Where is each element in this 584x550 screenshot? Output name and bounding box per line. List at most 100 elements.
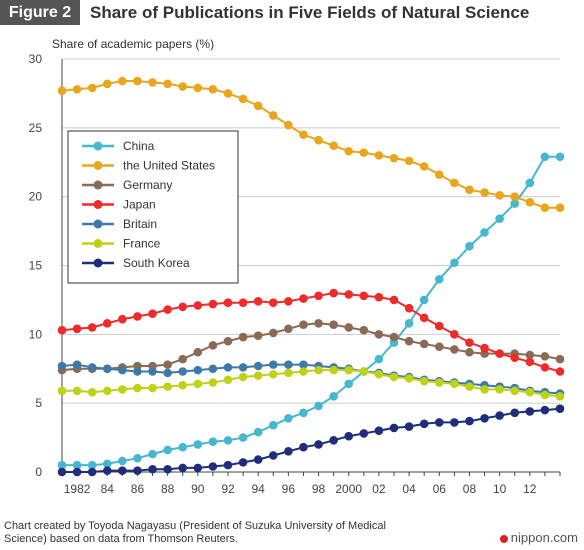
data-point xyxy=(253,427,263,437)
data-point xyxy=(434,418,444,427)
data-point xyxy=(208,341,218,350)
x-tick-label: 12 xyxy=(523,482,537,496)
data-point xyxy=(344,365,354,375)
data-point xyxy=(434,378,444,387)
legend-swatch-marker xyxy=(93,219,103,229)
data-point xyxy=(299,408,308,418)
legend-swatch-marker xyxy=(93,180,103,190)
series-line-3 xyxy=(61,291,561,373)
data-point xyxy=(540,152,550,162)
data-point xyxy=(404,319,414,328)
data-point xyxy=(419,339,429,349)
data-point xyxy=(102,319,112,328)
y-tick-label: 25 xyxy=(29,121,43,135)
data-point xyxy=(374,330,384,339)
data-point xyxy=(555,152,565,162)
data-point xyxy=(268,328,278,338)
data-point xyxy=(465,382,474,391)
data-point xyxy=(344,146,354,156)
data-point xyxy=(525,387,535,397)
data-point xyxy=(329,391,338,401)
data-point xyxy=(253,296,263,306)
data-point xyxy=(148,464,157,474)
data-point xyxy=(404,156,414,166)
data-point xyxy=(57,460,67,470)
data-point xyxy=(510,353,520,363)
brand-logo: nippon.com xyxy=(499,530,578,545)
data-point xyxy=(148,78,157,87)
data-point xyxy=(480,343,489,353)
data-point xyxy=(102,79,112,89)
data-point xyxy=(178,302,188,312)
data-point xyxy=(450,330,459,339)
data-point xyxy=(238,372,248,382)
x-tick-label: 10 xyxy=(493,482,507,496)
data-point xyxy=(284,360,293,369)
data-point xyxy=(118,365,127,375)
data-point xyxy=(148,449,157,459)
data-point xyxy=(253,101,263,111)
data-point xyxy=(299,130,308,140)
legend-swatch-marker xyxy=(93,161,103,170)
x-tick-label: 04 xyxy=(402,482,416,496)
data-point xyxy=(223,363,233,372)
data-point xyxy=(374,151,384,160)
source-note: Chart created by Toyoda Nagayasu (Presid… xyxy=(4,520,386,545)
legend-label: Britain xyxy=(123,217,157,231)
data-point xyxy=(510,192,520,201)
data-point xyxy=(148,367,157,376)
data-point xyxy=(208,378,218,387)
data-point xyxy=(374,426,384,436)
data-point xyxy=(253,361,263,371)
data-point xyxy=(555,203,565,212)
legend-swatch-marker xyxy=(93,258,103,268)
x-tick-label: 98 xyxy=(312,482,326,496)
data-point xyxy=(465,416,474,426)
data-point xyxy=(495,411,504,420)
data-point xyxy=(193,463,203,473)
data-point xyxy=(223,375,233,385)
data-point xyxy=(434,170,444,179)
data-point xyxy=(118,314,127,324)
data-point xyxy=(268,298,278,307)
data-point xyxy=(133,312,142,321)
data-point xyxy=(148,309,157,318)
data-point xyxy=(419,295,429,305)
data-point xyxy=(314,440,323,449)
data-point xyxy=(495,190,504,200)
series-line-0 xyxy=(62,155,560,467)
data-point xyxy=(87,467,97,477)
data-point xyxy=(193,440,203,449)
data-point xyxy=(555,404,565,413)
data-point xyxy=(329,365,338,375)
data-point xyxy=(284,447,293,456)
data-point xyxy=(57,325,67,335)
data-point xyxy=(118,76,127,86)
data-point xyxy=(118,456,127,466)
data-point xyxy=(359,291,369,301)
data-point xyxy=(284,296,293,306)
data-point xyxy=(510,199,520,208)
data-point xyxy=(193,347,203,357)
data-point xyxy=(57,386,67,396)
data-point xyxy=(389,153,399,163)
data-point xyxy=(57,361,67,371)
data-point xyxy=(510,386,520,396)
data-point xyxy=(238,433,248,442)
data-point xyxy=(419,419,429,429)
data-point xyxy=(268,451,278,460)
legend-label: China xyxy=(123,139,155,153)
data-point xyxy=(87,83,97,93)
data-point xyxy=(404,303,414,313)
data-point xyxy=(72,324,82,334)
y-tick-label: 20 xyxy=(29,190,43,204)
data-point xyxy=(223,436,233,445)
data-point xyxy=(419,313,429,323)
data-point xyxy=(374,292,384,302)
data-point xyxy=(465,185,474,195)
data-point xyxy=(163,382,172,391)
data-point xyxy=(419,162,429,171)
line-chart: Share of academic papers (%) 0 5 10 15 20 25 30… xyxy=(29,37,565,496)
data-point xyxy=(102,466,112,475)
x-tick-label: 84 xyxy=(101,482,115,496)
